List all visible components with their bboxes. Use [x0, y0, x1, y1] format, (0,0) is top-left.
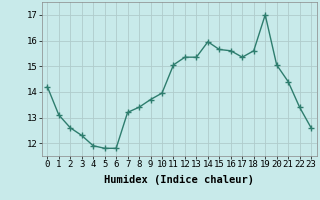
X-axis label: Humidex (Indice chaleur): Humidex (Indice chaleur) — [104, 175, 254, 185]
